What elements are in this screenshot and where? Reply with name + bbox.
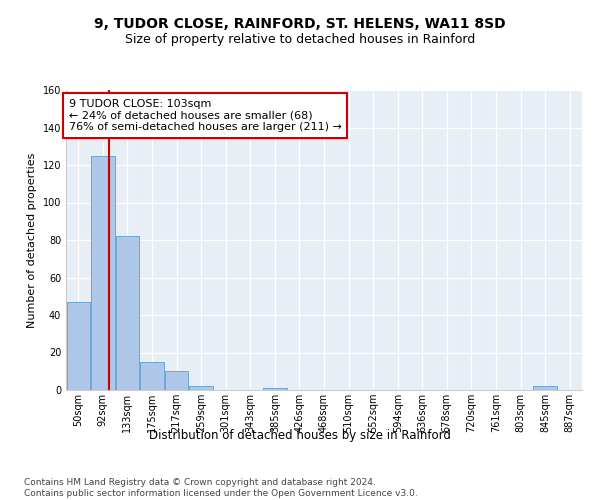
Bar	[190, 386, 213, 390]
Bar	[263, 388, 287, 390]
Bar	[140, 362, 164, 390]
Text: Contains HM Land Registry data © Crown copyright and database right 2024.
Contai: Contains HM Land Registry data © Crown c…	[24, 478, 418, 498]
Bar	[67, 302, 90, 390]
Text: 9, TUDOR CLOSE, RAINFORD, ST. HELENS, WA11 8SD: 9, TUDOR CLOSE, RAINFORD, ST. HELENS, WA…	[94, 18, 506, 32]
Text: Size of property relative to detached houses in Rainford: Size of property relative to detached ho…	[125, 32, 475, 46]
Y-axis label: Number of detached properties: Number of detached properties	[27, 152, 37, 328]
Bar	[165, 371, 188, 390]
Bar	[533, 386, 557, 390]
Text: Distribution of detached houses by size in Rainford: Distribution of detached houses by size …	[149, 428, 451, 442]
Text: 9 TUDOR CLOSE: 103sqm
← 24% of detached houses are smaller (68)
76% of semi-deta: 9 TUDOR CLOSE: 103sqm ← 24% of detached …	[68, 99, 341, 132]
Bar	[91, 156, 115, 390]
Bar	[116, 236, 139, 390]
